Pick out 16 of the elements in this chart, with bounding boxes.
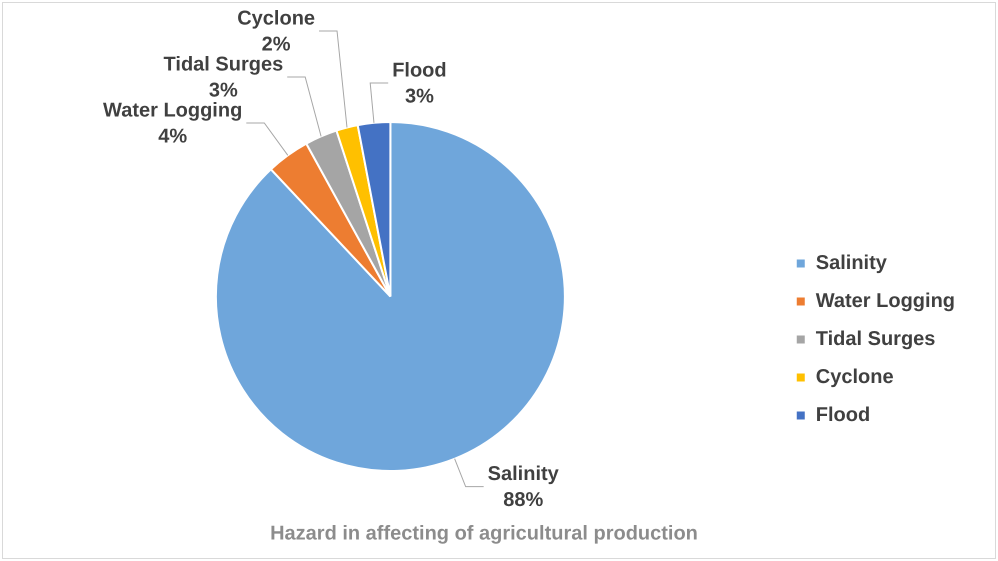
legend-label: Water Logging <box>816 290 956 312</box>
slice-label: Tidal Surges <box>164 53 284 76</box>
data-label: 3% <box>208 79 238 102</box>
text: Hazard in affecting of agricultural production <box>270 522 698 545</box>
legend-label: Tidal Surges <box>816 328 936 350</box>
data-label: 2% <box>262 33 291 56</box>
legend-label: Salinity <box>816 252 888 274</box>
data-label: 3% <box>404 85 434 108</box>
slice-label: Water Logging <box>103 99 242 122</box>
data-label: 88% <box>503 489 544 512</box>
slice-label: Cyclone <box>237 7 316 30</box>
slice-label: Salinity <box>488 463 560 486</box>
slice-label: Flood <box>392 59 447 82</box>
legend-label: Cyclone <box>816 366 894 388</box>
data-label: 4% <box>158 125 188 148</box>
legend-label: Flood <box>816 404 870 426</box>
